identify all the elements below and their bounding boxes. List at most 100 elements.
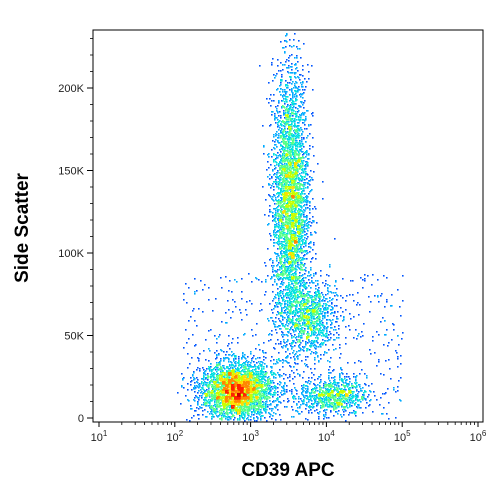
data-point [295, 282, 297, 284]
data-point [274, 281, 276, 283]
data-point [328, 389, 330, 391]
data-point [316, 346, 318, 348]
data-point [281, 125, 283, 127]
data-point [300, 143, 302, 145]
data-point [278, 298, 280, 300]
data-point [297, 323, 299, 325]
data-point [340, 396, 342, 398]
data-point [308, 227, 310, 229]
data-point [307, 225, 309, 227]
data-point [330, 357, 332, 359]
data-point [239, 415, 241, 417]
data-point [280, 207, 282, 209]
data-point [287, 348, 289, 350]
data-point [353, 373, 355, 375]
data-point [226, 371, 228, 373]
data-point [364, 390, 366, 392]
data-point [322, 343, 324, 345]
data-point [329, 372, 331, 374]
data-point [342, 311, 344, 313]
data-point [287, 270, 289, 272]
data-point [312, 325, 314, 327]
data-point [288, 292, 290, 294]
data-point [326, 327, 328, 329]
data-point [275, 321, 277, 323]
data-point [253, 374, 255, 376]
data-point [306, 253, 308, 255]
data-point [208, 384, 210, 386]
data-point [312, 388, 314, 390]
data-point [273, 401, 275, 403]
data-point [195, 410, 197, 412]
data-point [284, 52, 286, 54]
data-point [276, 359, 278, 361]
data-point [341, 378, 343, 380]
data-point [286, 119, 288, 121]
data-point [239, 371, 241, 373]
data-point [381, 413, 383, 415]
data-point [386, 277, 388, 279]
data-point [295, 77, 297, 79]
data-point [293, 231, 295, 233]
data-point [307, 201, 309, 203]
data-point [273, 245, 275, 247]
data-point [299, 304, 301, 306]
data-point [277, 111, 279, 113]
data-point [315, 302, 317, 304]
data-point [263, 404, 265, 406]
data-point [300, 280, 302, 282]
data-point [285, 147, 287, 149]
data-point [274, 173, 276, 175]
data-point [358, 405, 360, 407]
data-point [318, 416, 320, 418]
data-point [241, 357, 243, 359]
data-point [365, 384, 367, 386]
data-point [285, 289, 287, 291]
data-point [311, 396, 313, 398]
data-point [345, 380, 347, 382]
data-point [298, 222, 300, 224]
data-point [288, 274, 290, 276]
data-point [310, 267, 312, 269]
data-point [276, 302, 278, 304]
data-point [294, 210, 296, 212]
data-point [287, 85, 289, 87]
data-point [286, 286, 288, 288]
data-point [185, 329, 187, 331]
data-point [313, 171, 315, 173]
data-point [303, 319, 305, 321]
data-point [329, 266, 331, 268]
data-point [339, 375, 341, 377]
data-point [324, 410, 326, 412]
data-point [279, 229, 281, 231]
data-point [303, 102, 305, 104]
data-point [287, 156, 289, 158]
data-point [279, 216, 281, 218]
data-point [299, 144, 301, 146]
data-point [306, 402, 308, 404]
data-point [286, 135, 288, 137]
data-point [190, 408, 192, 410]
data-point [193, 371, 195, 373]
data-point [288, 158, 290, 160]
data-point [288, 121, 290, 123]
data-point [289, 303, 291, 305]
data-point [307, 164, 309, 166]
data-point [294, 179, 296, 181]
data-point [313, 328, 315, 330]
data-point [293, 162, 295, 164]
data-point [290, 124, 292, 126]
data-point [329, 331, 331, 333]
data-point [252, 366, 254, 368]
data-point [294, 144, 296, 146]
data-point [183, 387, 185, 389]
data-point [291, 265, 293, 267]
data-point [278, 359, 280, 361]
data-point [247, 413, 249, 415]
data-point [287, 139, 289, 141]
data-point [294, 73, 296, 75]
data-point [303, 216, 305, 218]
data-point [274, 296, 276, 298]
data-point [269, 209, 271, 211]
data-point [295, 363, 297, 365]
